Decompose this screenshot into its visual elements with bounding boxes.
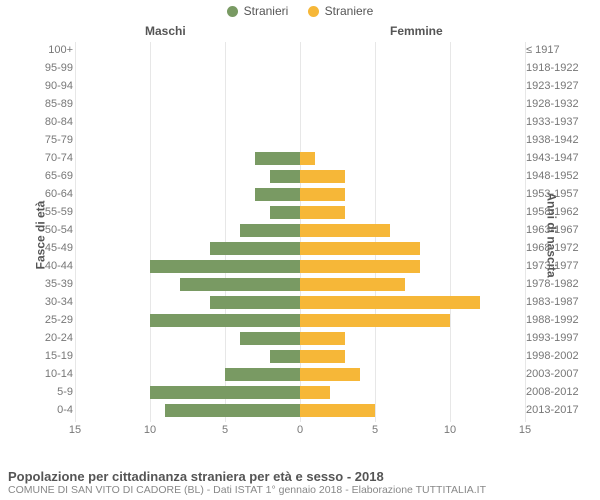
footer-subtitle: COMUNE DI SAN VITO DI CADORE (BL) - Dati… <box>8 484 592 496</box>
bar-male <box>150 260 300 273</box>
legend-label-female: Straniere <box>325 4 374 18</box>
grid-line <box>225 42 226 422</box>
plot-left <box>75 42 301 422</box>
bar-male <box>225 368 300 381</box>
bar-male <box>240 224 300 237</box>
bar-female <box>300 332 345 345</box>
y-label-birth: 2003-2007 <box>526 368 586 380</box>
y-label-birth: 1998-2002 <box>526 350 586 362</box>
y-label-birth: 1978-1982 <box>526 278 586 290</box>
y-label-age: 40-44 <box>18 260 73 272</box>
chart-area: Maschi Femmine Fasce di età Anni di nasc… <box>0 20 600 450</box>
y-label-birth: ≤ 1917 <box>526 44 586 56</box>
y-label-age: 90-94 <box>18 80 73 92</box>
bar-female <box>300 188 345 201</box>
bar-male <box>270 206 300 219</box>
grid-line <box>450 42 451 422</box>
bar-female <box>300 170 345 183</box>
y-label-birth: 1948-1952 <box>526 170 586 182</box>
legend: Stranieri Straniere <box>0 0 600 20</box>
y-label-birth: 1938-1942 <box>526 134 586 146</box>
plot-right <box>300 42 525 422</box>
y-label-birth: 1983-1987 <box>526 296 586 308</box>
y-label-age: 75-79 <box>18 134 73 146</box>
y-label-birth: 1953-1957 <box>526 188 586 200</box>
legend-label-male: Stranieri <box>244 4 289 18</box>
y-label-age: 15-19 <box>18 350 73 362</box>
bar-male <box>270 170 300 183</box>
footer: Popolazione per cittadinanza straniera p… <box>8 469 592 496</box>
y-label-age: 100+ <box>18 44 73 56</box>
bar-female <box>300 386 330 399</box>
bar-female <box>300 224 390 237</box>
panel-title-male: Maschi <box>145 24 186 38</box>
panel-title-female: Femmine <box>390 24 443 38</box>
x-tick: 15 <box>519 424 531 436</box>
y-label-age: 10-14 <box>18 368 73 380</box>
legend-item-male: Stranieri <box>227 4 289 18</box>
bar-male <box>255 152 300 165</box>
y-label-age: 30-34 <box>18 296 73 308</box>
y-label-birth: 1933-1937 <box>526 116 586 128</box>
bar-male <box>240 332 300 345</box>
x-tick: 10 <box>444 424 456 436</box>
x-tick: 5 <box>222 424 228 436</box>
y-label-birth: 1958-1962 <box>526 206 586 218</box>
y-label-age: 45-49 <box>18 242 73 254</box>
y-label-birth: 2008-2012 <box>526 386 586 398</box>
bar-female <box>300 368 360 381</box>
y-label-age: 65-69 <box>18 170 73 182</box>
footer-title: Popolazione per cittadinanza straniera p… <box>8 469 592 484</box>
bar-male <box>270 350 300 363</box>
y-label-age: 20-24 <box>18 332 73 344</box>
y-label-age: 5-9 <box>18 386 73 398</box>
bar-male <box>210 242 300 255</box>
y-label-age: 70-74 <box>18 152 73 164</box>
bar-female <box>300 296 480 309</box>
bar-female <box>300 260 420 273</box>
y-label-birth: 1988-1992 <box>526 314 586 326</box>
y-label-birth: 1918-1922 <box>526 62 586 74</box>
y-label-age: 35-39 <box>18 278 73 290</box>
y-label-birth: 1963-1967 <box>526 224 586 236</box>
y-label-age: 85-89 <box>18 98 73 110</box>
y-label-age: 80-84 <box>18 116 73 128</box>
y-label-birth: 1943-1947 <box>526 152 586 164</box>
y-label-age: 0-4 <box>18 404 73 416</box>
y-label-age: 50-54 <box>18 224 73 236</box>
bar-male <box>255 188 300 201</box>
y-label-birth: 1973-1977 <box>526 260 586 272</box>
chart-container: Stranieri Straniere Maschi Femmine Fasce… <box>0 0 600 500</box>
y-label-age: 25-29 <box>18 314 73 326</box>
y-label-age: 60-64 <box>18 188 73 200</box>
legend-item-female: Straniere <box>308 4 374 18</box>
grid-line <box>150 42 151 422</box>
y-label-birth: 1923-1927 <box>526 80 586 92</box>
bar-male <box>150 314 300 327</box>
bar-female <box>300 404 375 417</box>
y-label-birth: 1993-1997 <box>526 332 586 344</box>
bar-female <box>300 314 450 327</box>
legend-swatch-female <box>308 6 319 17</box>
y-label-birth: 1968-1972 <box>526 242 586 254</box>
x-tick: 5 <box>372 424 378 436</box>
y-label-age: 55-59 <box>18 206 73 218</box>
y-label-age: 95-99 <box>18 62 73 74</box>
bar-female <box>300 242 420 255</box>
bar-female <box>300 278 405 291</box>
x-tick: 15 <box>69 424 81 436</box>
bar-female <box>300 350 345 363</box>
bar-female <box>300 206 345 219</box>
x-tick: 0 <box>297 424 303 436</box>
y-label-birth: 1928-1932 <box>526 98 586 110</box>
bar-female <box>300 152 315 165</box>
bar-male <box>150 386 300 399</box>
y-label-birth: 2013-2017 <box>526 404 586 416</box>
x-tick: 10 <box>144 424 156 436</box>
bar-male <box>210 296 300 309</box>
legend-swatch-male <box>227 6 238 17</box>
bar-male <box>180 278 300 291</box>
bar-male <box>165 404 300 417</box>
grid-line <box>75 42 76 422</box>
